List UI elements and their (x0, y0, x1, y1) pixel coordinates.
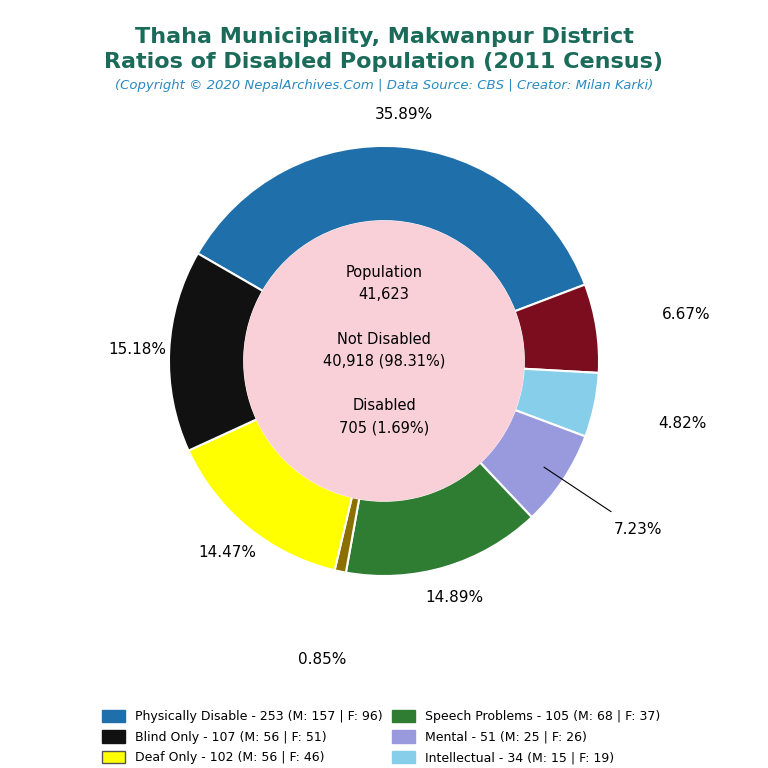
Wedge shape (198, 146, 585, 311)
Text: Thaha Municipality, Makwanpur District: Thaha Municipality, Makwanpur District (134, 27, 634, 47)
Text: 14.47%: 14.47% (198, 545, 257, 560)
Circle shape (244, 221, 524, 501)
Wedge shape (515, 369, 599, 436)
Wedge shape (335, 497, 359, 573)
Text: 14.89%: 14.89% (425, 591, 484, 605)
Text: 7.23%: 7.23% (614, 522, 663, 538)
Wedge shape (515, 285, 599, 373)
Wedge shape (169, 253, 263, 451)
Text: 0.85%: 0.85% (298, 653, 346, 667)
Wedge shape (346, 462, 531, 576)
Text: 15.18%: 15.18% (108, 342, 166, 357)
Text: 35.89%: 35.89% (375, 107, 433, 122)
Text: 6.67%: 6.67% (661, 306, 710, 322)
Text: Population
41,623

Not Disabled
40,918 (98.31%)

Disabled
705 (1.69%): Population 41,623 Not Disabled 40,918 (9… (323, 265, 445, 435)
Wedge shape (480, 410, 585, 517)
Wedge shape (188, 419, 352, 571)
Text: Ratios of Disabled Population (2011 Census): Ratios of Disabled Population (2011 Cens… (104, 52, 664, 72)
Legend: Physically Disable - 253 (M: 157 | F: 96), Blind Only - 107 (M: 56 | F: 51), Dea: Physically Disable - 253 (M: 157 | F: 96… (102, 710, 666, 768)
Text: 4.82%: 4.82% (659, 416, 707, 432)
Text: (Copyright © 2020 NepalArchives.Com | Data Source: CBS | Creator: Milan Karki): (Copyright © 2020 NepalArchives.Com | Da… (115, 79, 653, 92)
